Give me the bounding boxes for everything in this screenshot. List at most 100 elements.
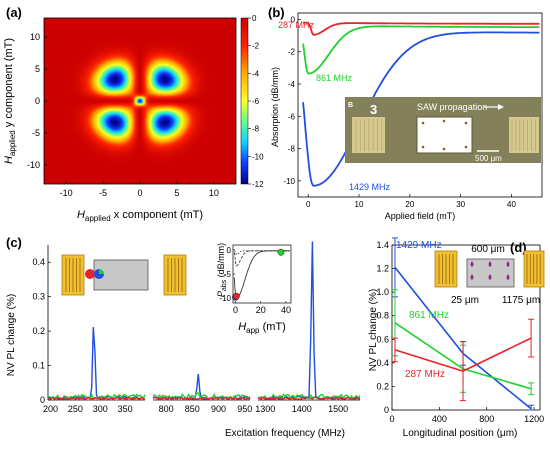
position-ytick-label: 0.8	[376, 311, 389, 321]
pos-sketch-spot	[470, 261, 474, 267]
mini-xlabel-sub: app	[246, 326, 260, 335]
sample-marker	[442, 119, 446, 123]
pl-xtick-label: 950	[237, 404, 252, 414]
absorption-ylabel: Absorption (dB/mm)	[270, 67, 280, 147]
heatmap-ytick-label: 5	[35, 64, 40, 74]
heatmap-xtick-label: 10	[209, 188, 219, 198]
pl-spectrum-xlabel: Excitation frequency (MHz)	[225, 428, 345, 439]
pos-sketch-spots	[470, 261, 510, 280]
pos-sketch-spot	[470, 274, 474, 280]
pl-ytick-label: 0	[40, 395, 45, 405]
sketch-spot-green	[99, 269, 104, 274]
panel-a: -10 -5 0 5 10 -10 -5 0 5 10 0 -2 -4 -6 -8 -10 -12 (a) H…	[3, 5, 264, 223]
absorption-xtick-label: 20	[405, 200, 414, 209]
pl-line-blue	[47, 326, 146, 401]
pl-xtick-label: 900	[211, 404, 226, 414]
absorption-lines	[302, 21, 540, 187]
micrograph-letter: 3	[370, 102, 377, 117]
panel-d-letter: (d)	[510, 240, 527, 255]
device-sketch	[61, 254, 187, 296]
micrograph-corner-mark: B	[348, 102, 353, 109]
absorption-line-1429-mhz	[302, 31, 540, 187]
mini-marker	[232, 292, 240, 300]
pl-xtick-label: 1500	[328, 404, 348, 414]
pl-line-red	[47, 396, 146, 401]
position-xtick-label: 800	[479, 414, 494, 424]
position-ylabel: NV PL change (%)	[368, 289, 379, 371]
sketch-spot-red	[85, 269, 95, 279]
pl-xtick-label: 350	[118, 404, 133, 414]
absorption-xtick-label: 40	[507, 200, 516, 209]
colorbar-tick-label: -2	[252, 42, 260, 51]
pl-ytick-label: 0.3	[32, 292, 45, 302]
pl-xtick-label: 300	[93, 404, 108, 414]
mini-xtick-label: 20	[256, 305, 266, 315]
pos-series-label-1429: 1429 MHz	[396, 240, 442, 251]
absorption-ytick-label: -8	[288, 145, 296, 154]
position-xtick-label: 400	[432, 414, 447, 424]
sample-marker	[464, 121, 468, 125]
saw-propagation-label: SAW propagation	[417, 102, 487, 112]
absorption-line-287-mhz	[303, 21, 540, 36]
pl-spectrum-ylabel: NV PL change (%)	[6, 294, 17, 376]
position-ytick-label: 0.2	[376, 381, 389, 391]
sample-marker	[421, 121, 425, 125]
pl-ytick-label: 0.4	[32, 257, 45, 267]
absorption-ytick-label: -2	[288, 48, 296, 57]
heatmap-xtick-label: -10	[60, 188, 73, 198]
diamond-sample	[416, 116, 473, 154]
heatmap-xtick-label: 0	[137, 188, 142, 198]
mini-xlabel-main: H	[238, 321, 246, 333]
transducer-left-fingers	[355, 119, 383, 151]
pl-xtick-label: 1400	[292, 404, 312, 414]
absorption-xtick-label: 10	[355, 200, 364, 209]
position-sketch	[434, 250, 545, 288]
micrograph-inset: 3 B SAW propagation 500 μm	[345, 97, 541, 163]
mini-ylabel-main: P	[216, 291, 226, 297]
heatmap-ytick-label: 10	[30, 32, 40, 42]
pl-spectrum-lines	[47, 241, 361, 401]
pos-label-25: 25 μm	[451, 295, 479, 306]
absorption-mini-inset: 0 20 40 0 -5 -10	[219, 244, 292, 315]
pl-line-red	[257, 396, 361, 401]
position-xlabel: Longitudinal position (μm)	[403, 428, 518, 439]
mini-inset-ylabel: Pabs (dB/mm)	[216, 243, 228, 297]
absorption-ytick-label: 0	[291, 15, 296, 24]
absorption-line-861-mhz	[302, 25, 540, 75]
pos-label-1175: 1175 μm	[502, 295, 540, 306]
series-label-1429: 1429 MHz	[349, 182, 391, 192]
heatmap-xlabel-rest: x component (mT)	[111, 209, 203, 221]
position-ytick-label: 1.0	[376, 287, 389, 297]
pos-label-600: 600 μm	[471, 244, 505, 255]
absorption-ytick-label: -10	[283, 177, 295, 186]
pl-xtick-label: 250	[68, 404, 83, 414]
position-ytick-label: 0	[384, 405, 389, 415]
mini-xtick-label: 0	[233, 305, 238, 315]
position-frame	[391, 244, 541, 411]
pl-line-red	[153, 396, 251, 401]
panel-a-letter: (a)	[6, 5, 22, 20]
mini-ytick-label: 0	[227, 246, 232, 255]
heatmap-ytick-label: -10	[27, 160, 40, 170]
series-label-861: 861 MHz	[316, 73, 353, 83]
mini-xlabel-rest: (mT)	[260, 321, 286, 333]
absorption-xtick-label: 0	[306, 200, 311, 209]
absorption-xtick-label: 30	[456, 200, 465, 209]
pos-sketch-transducer-left-fingers	[438, 254, 454, 284]
panel-b-letter: (b)	[268, 5, 285, 20]
heatmap-ylabel-rest: y component (mT)	[3, 38, 15, 130]
colorbar-tick-label: 0	[252, 14, 257, 23]
mini-ytick-label: -5	[224, 270, 232, 279]
colorbar-tick-label: -8	[252, 125, 260, 134]
heatmap-xlabel: Happlied x component (mT)	[77, 209, 203, 223]
heatmap-xlabel-sub: applied	[85, 214, 111, 223]
transducer-right-fingers	[511, 119, 536, 151]
pl-ytick-label: 0.1	[32, 361, 45, 371]
pos-sketch-transducer-right-fingers	[526, 254, 541, 284]
sketch-transducer-right-fingers	[167, 258, 183, 292]
heatmap-xtick-label: 5	[174, 188, 179, 198]
heatmap-ylabel-sub: applied	[8, 130, 17, 156]
